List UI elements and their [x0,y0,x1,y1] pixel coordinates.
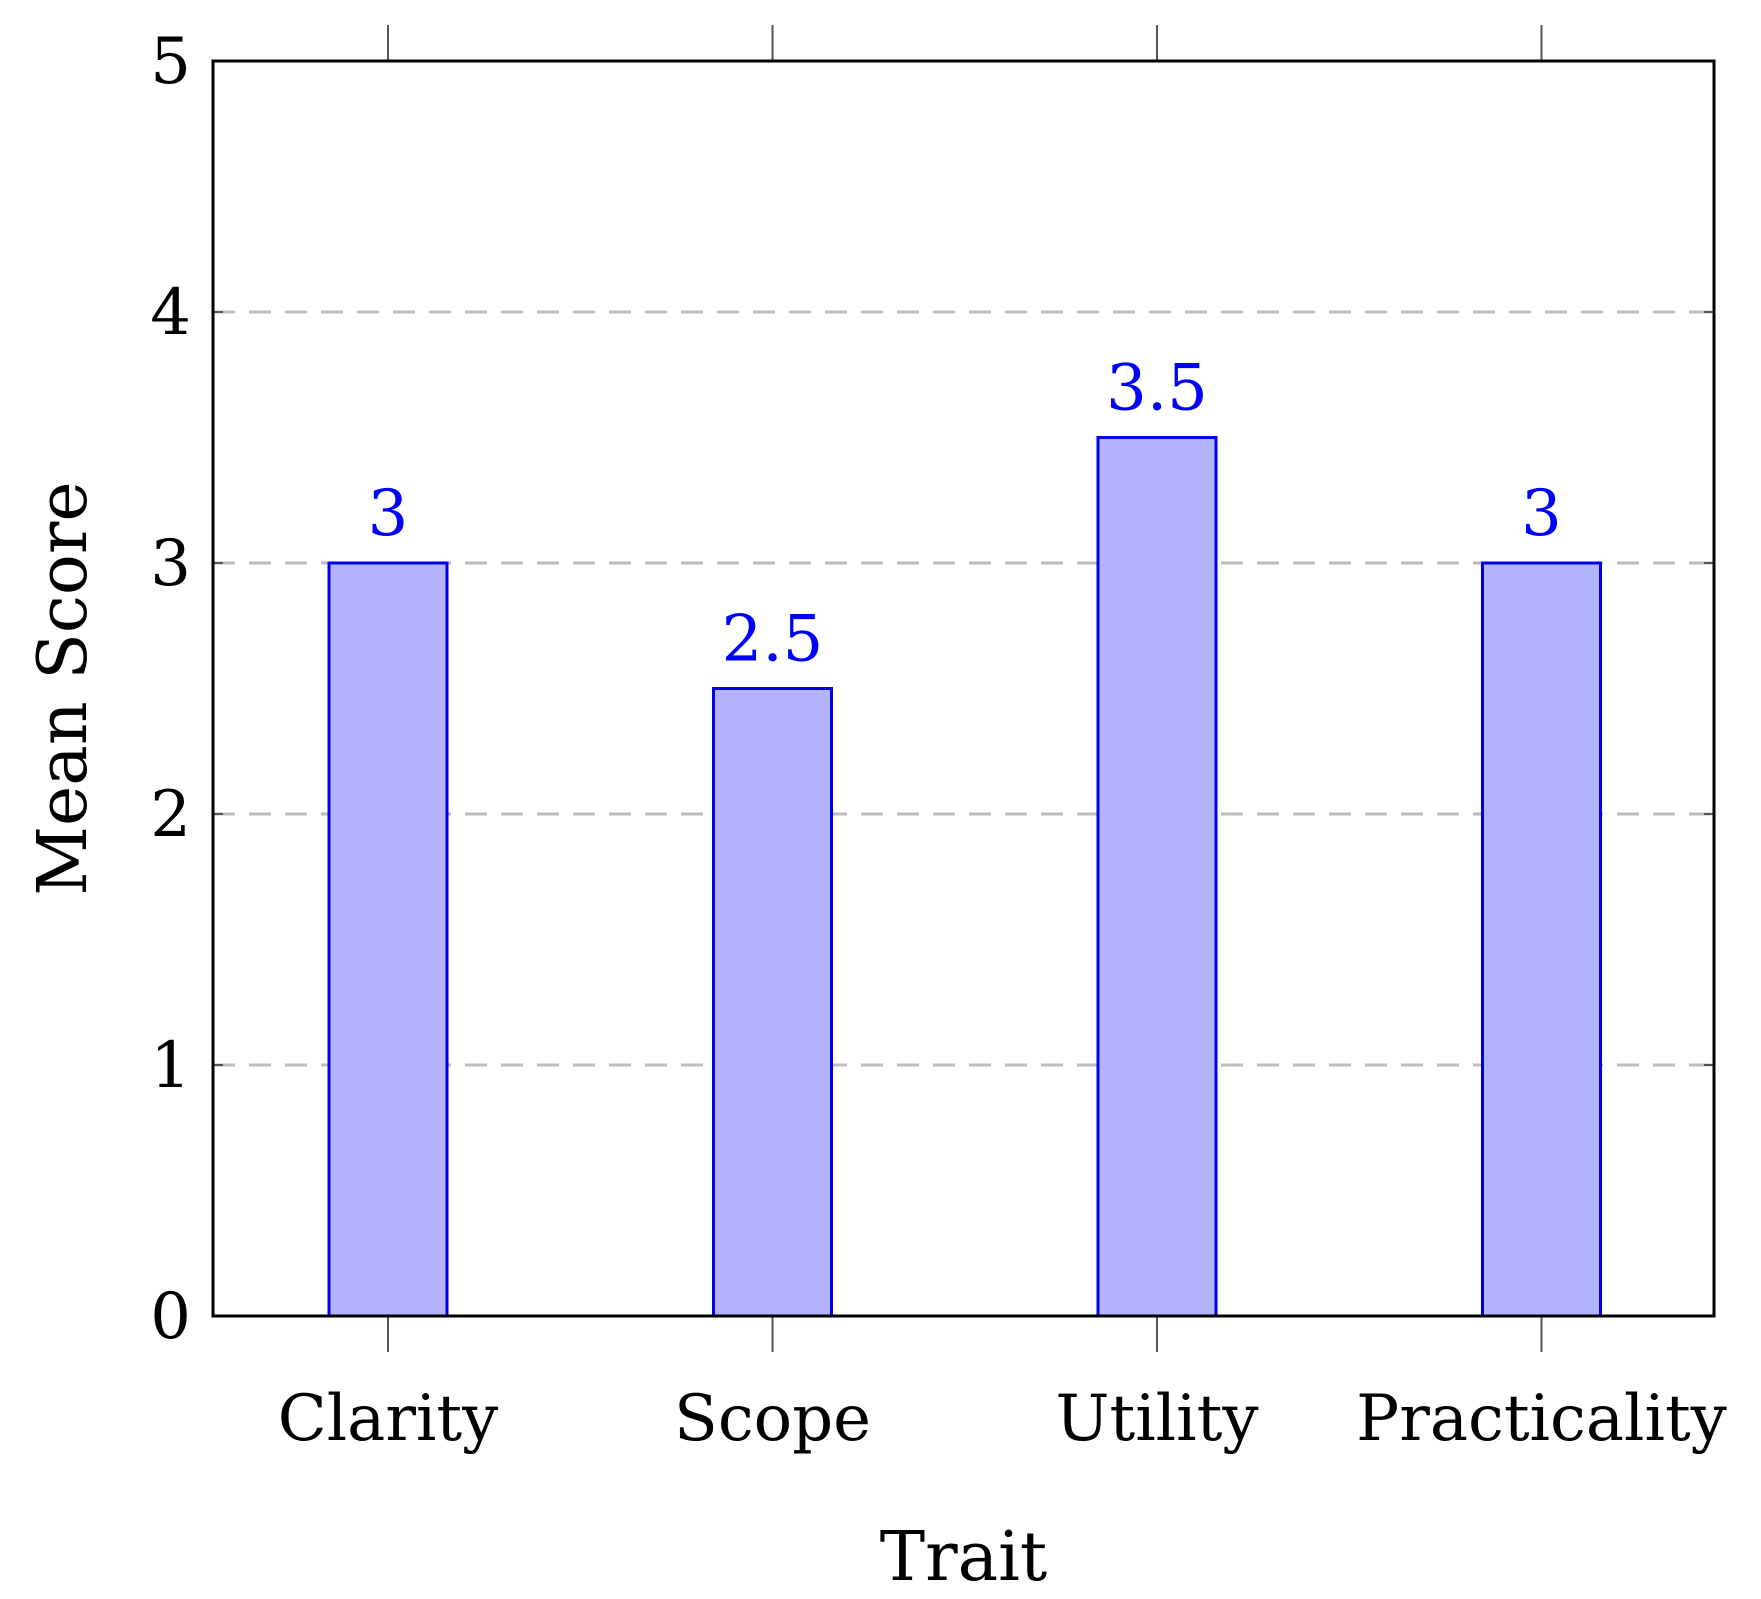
plot-frame [211,59,1716,1318]
value-label: 3 [1521,477,1562,551]
x-tick-label: Utility [1056,1382,1259,1456]
y-axis-title: Mean Score [24,481,103,895]
y-tick-label: 3 [150,527,191,601]
y-tick-label: 5 [150,25,191,99]
bar-utility [1096,436,1218,1318]
x-axis-title: Trait [880,1518,1047,1597]
value-label: 3.5 [1106,352,1208,426]
y-tick-label: 0 [150,1280,191,1354]
bar-practicality [1481,561,1602,1318]
value-label: 3 [368,477,409,551]
bar-clarity [327,561,449,1318]
y-tick-label: 1 [150,1029,191,1103]
value-label: 2.5 [722,603,824,677]
x-tick-label: Clarity [278,1382,499,1456]
bar-scope [712,687,833,1318]
y-tick-label: 4 [150,276,191,350]
bars [327,436,1602,1318]
x-tick-label: Scope [674,1382,871,1456]
y-tick-label: 2 [150,778,191,852]
x-tick-label: Practicality [1356,1382,1727,1456]
labels: 0 1 2 3 4 5 Clarity 3 Scope 2.5 Utility 3.5 Practica… [150,25,1727,1456]
